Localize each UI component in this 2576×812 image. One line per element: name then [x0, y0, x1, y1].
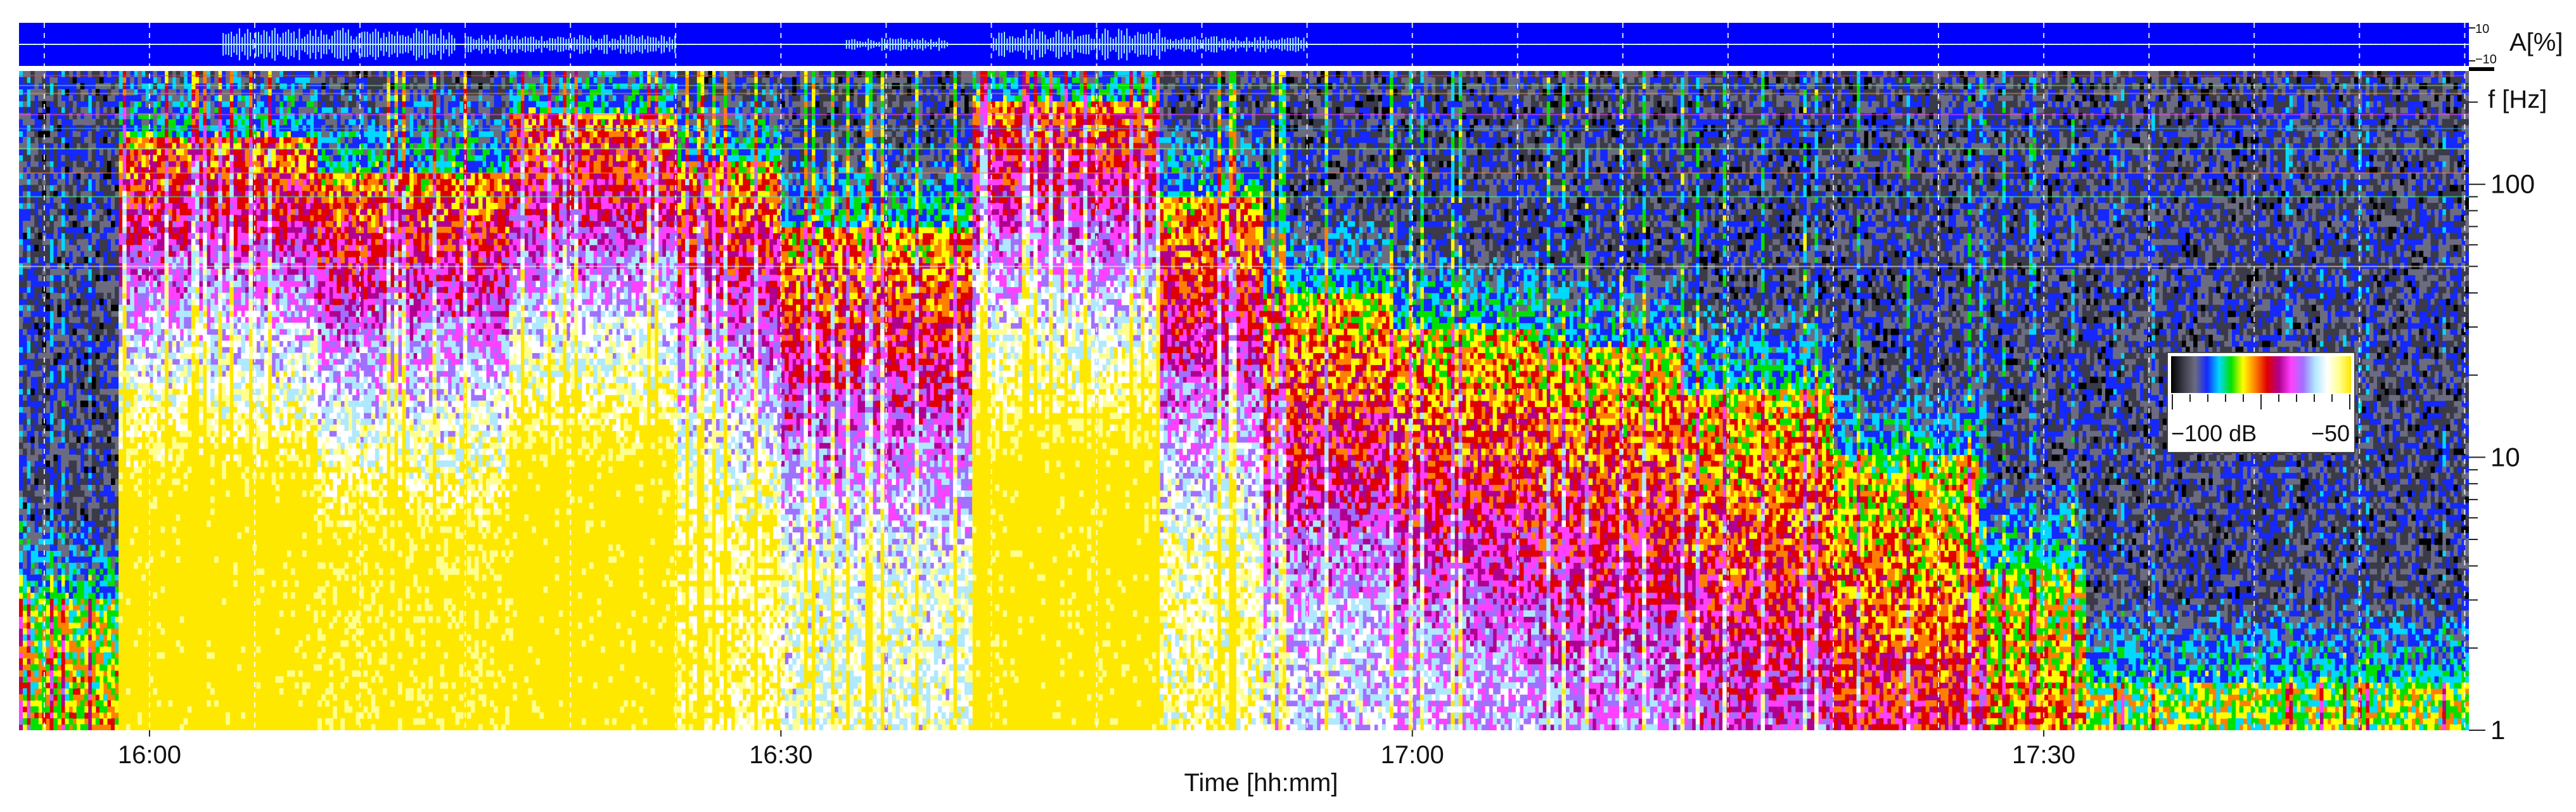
y-tick-label-10: 10 [2490, 442, 2520, 472]
amplitude-panel [19, 23, 2469, 66]
amplitude-tick-label-top: 10 [2475, 22, 2489, 36]
x-tick-label-1730: 17:30 [2012, 741, 2075, 769]
y-tick-label-100: 100 [2490, 169, 2535, 199]
y-tick-marks [2469, 102, 2485, 730]
colorbar-label-min: −100 dB [2171, 420, 2257, 446]
panel-separator [2469, 67, 2494, 71]
amplitude-tick-label-bottom: −10 [2475, 53, 2497, 67]
amplitude-axis-label: A[%] [2509, 29, 2563, 56]
x-axis-label: Time [hh:mm] [1184, 769, 1338, 797]
x-tick-label-1630: 16:30 [749, 741, 812, 769]
amplitude-tick-marks [2469, 28, 2475, 61]
colorbar-legend: −100 dB −50 [2167, 352, 2355, 453]
colorbar-gradient [2171, 356, 2351, 393]
x-tick-label-1600: 16:00 [118, 741, 181, 769]
y-axis-label: f [Hz] [2488, 86, 2547, 113]
colorbar-label-max: −50 [2311, 420, 2350, 446]
x-tick-label-1700: 17:00 [1381, 741, 1444, 769]
spectrogram-panel [19, 71, 2470, 731]
y-tick-label-1: 1 [2490, 715, 2505, 745]
